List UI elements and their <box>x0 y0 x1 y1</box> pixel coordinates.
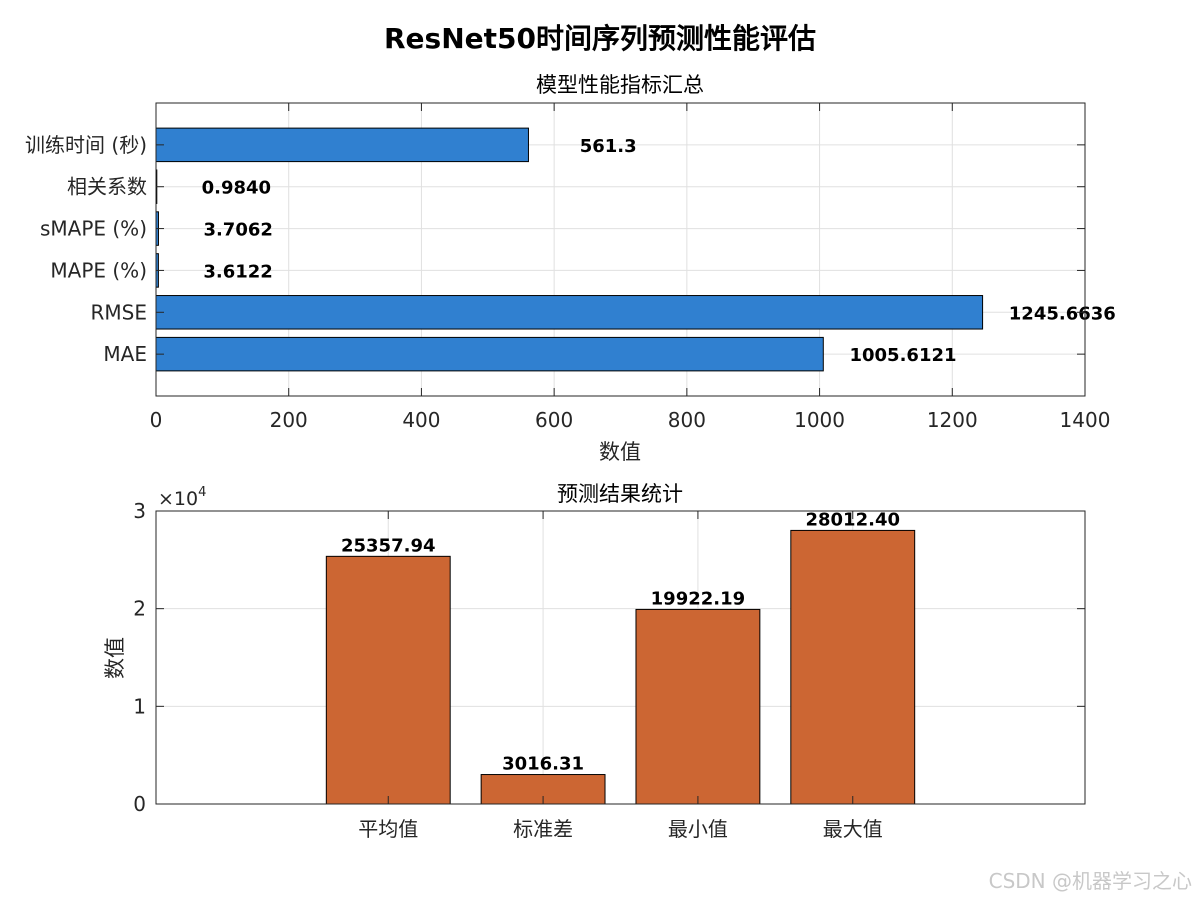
exponent-base: 10 <box>174 488 198 510</box>
x-tick-label: 1400 <box>1060 408 1111 432</box>
stats-chart-frame <box>155 510 1086 805</box>
y-tick-label: MAPE (%) <box>50 258 147 282</box>
metric-bar <box>155 127 529 163</box>
stats-chart-ylabel: 数值 <box>103 637 127 679</box>
stat-value-label: 19922.19 <box>651 588 746 609</box>
metric-value-label: 1005.6121 <box>849 345 956 366</box>
figure-title: ResNet50时间序列预测性能评估 <box>384 22 816 55</box>
metrics-bar-chart: 模型性能指标汇总 1005.61211245.66363.61223.70620… <box>25 73 1116 464</box>
x-tick-label: 最小值 <box>668 817 728 841</box>
metrics-chart-ticks: 0 200 400 600 800 1000 1200 1400 MAE RMSE MAPE (%)… <box>25 103 1110 432</box>
x-tick-label: 1000 <box>794 408 845 432</box>
metric-bar <box>155 295 984 330</box>
stat-bar <box>325 555 451 805</box>
stat-bar <box>635 608 761 805</box>
stat-value-label: 25357.94 <box>341 535 436 556</box>
metric-value-label: 3.6122 <box>203 261 272 282</box>
y-tick-label: 训练时间 (秒) <box>25 133 147 157</box>
stats-chart-exponent: ×104 <box>158 485 206 510</box>
x-tick-label: 1200 <box>927 408 978 432</box>
x-tick-label: 最大值 <box>823 817 883 841</box>
metrics-chart-bars: 1005.6121 1245.6636 3.6122 3.7062 0.9840 561.… <box>155 127 1116 372</box>
prediction-stats-chart: 预测结果统计 25357.94 3016.31 19922.19 28012.40 0… <box>103 482 1086 841</box>
y-tick-label: MAE <box>103 342 147 366</box>
stat-value-label: 3016.31 <box>502 754 584 775</box>
x-tick-label: 标准差 <box>513 817 573 841</box>
stats-chart-title: 预测结果统计 <box>557 482 683 506</box>
stat-bar <box>790 529 916 805</box>
metric-value-label: 1245.6636 <box>1009 303 1116 324</box>
metric-bar <box>155 336 824 372</box>
metric-value-label: 561.3 <box>580 136 637 157</box>
metric-value-label: 3.7062 <box>203 220 272 241</box>
x-tick-label: 400 <box>402 408 440 432</box>
y-tick-label: 相关系数 <box>67 175 147 199</box>
stat-value-label: 28012.40 <box>805 509 900 530</box>
x-tick-label: 600 <box>535 408 573 432</box>
exponent-power: 4 <box>198 485 206 500</box>
y-tick-label: 1 <box>133 694 146 718</box>
metrics-chart-xlabel: 数值 <box>599 440 641 464</box>
stats-chart-bars: 25357.94 3016.31 19922.19 28012.40 <box>325 509 916 805</box>
metrics-chart-title: 模型性能指标汇总 <box>536 73 704 97</box>
x-tick-label: 800 <box>668 408 706 432</box>
stats-chart-ticks: 0 1 2 3 平均值 标准差 最小值 最大值 <box>133 499 1085 841</box>
x-tick-label: 200 <box>270 408 308 432</box>
y-tick-label: 0 <box>133 792 146 816</box>
stats-chart-grid <box>156 510 1085 805</box>
x-tick-label: 0 <box>150 408 163 432</box>
metrics-chart-frame <box>155 102 1086 397</box>
metric-value-label: 0.9840 <box>202 178 271 199</box>
y-tick-label: RMSE <box>91 300 147 324</box>
y-tick-label: 2 <box>133 597 146 621</box>
y-tick-label: 3 <box>133 499 146 523</box>
watermark: CSDN @机器学习之心 <box>988 869 1192 893</box>
y-tick-label: sMAPE (%) <box>40 217 147 241</box>
x-tick-label: 平均值 <box>358 817 418 841</box>
